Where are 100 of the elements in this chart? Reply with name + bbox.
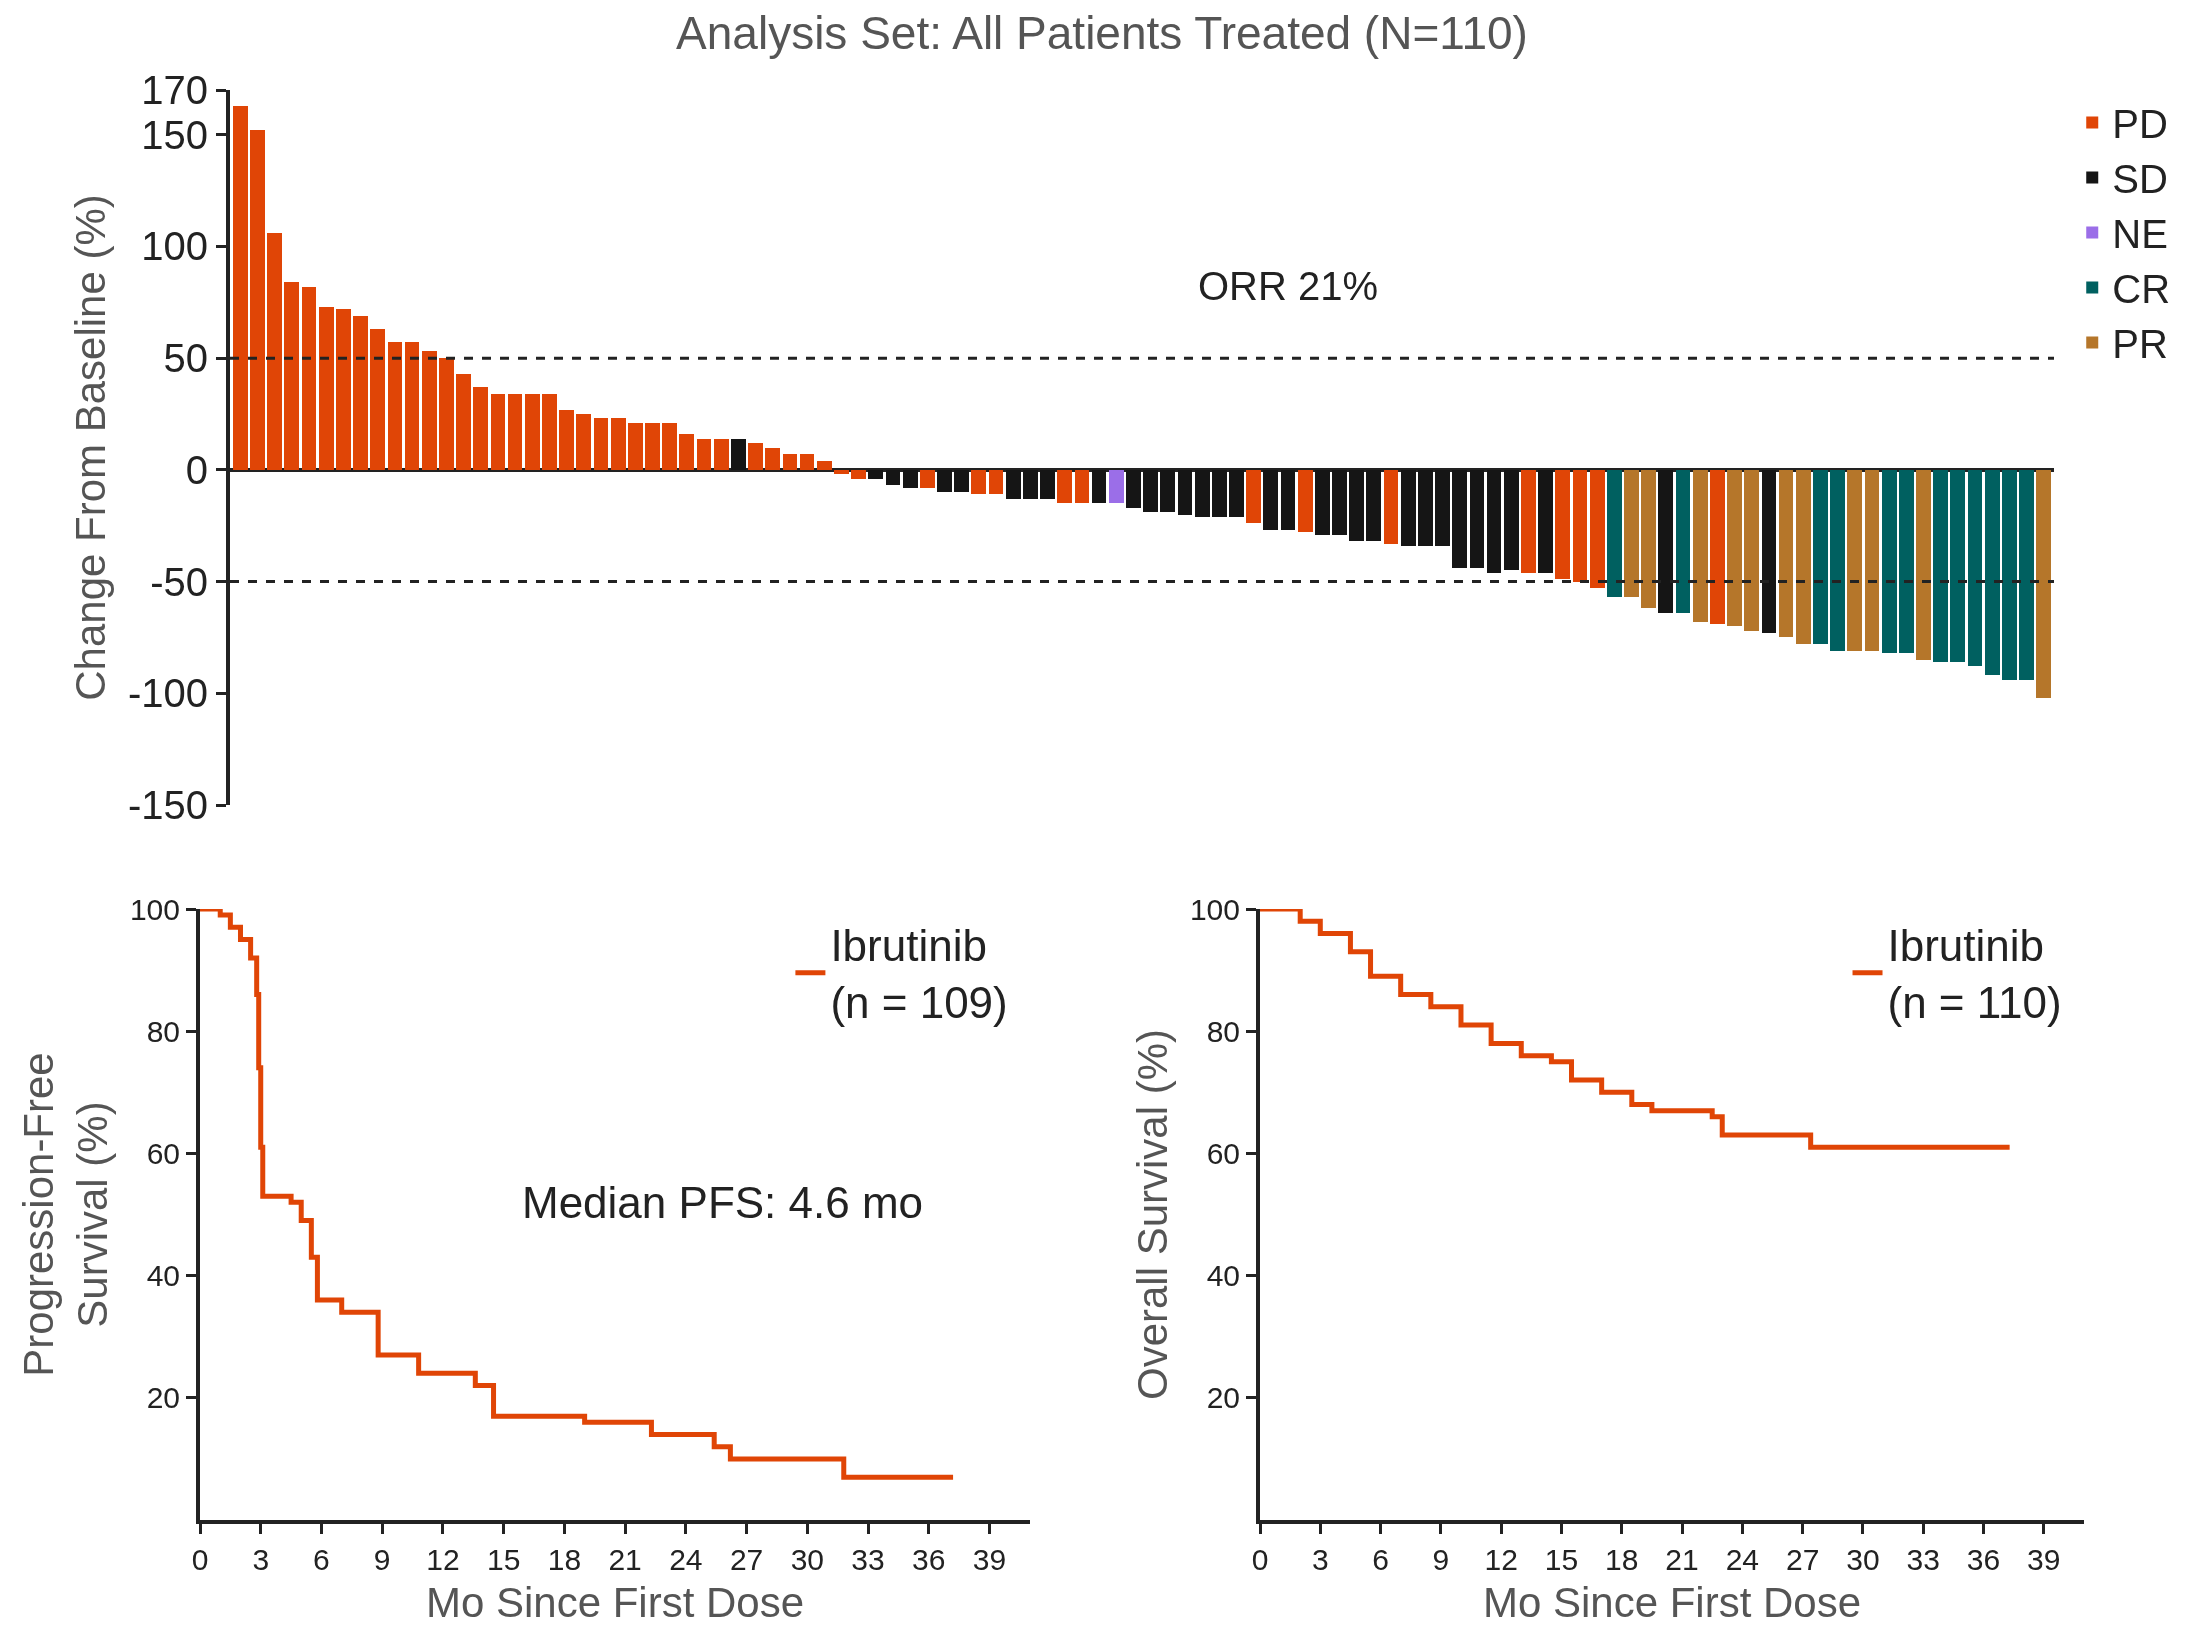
bar (1281, 470, 1295, 530)
bar (1126, 470, 1141, 508)
bar (1435, 470, 1450, 546)
bar (817, 461, 832, 470)
y-tick-label: 60 (1206, 1136, 1240, 1170)
y-tick-label: 40 (1206, 1259, 1240, 1293)
bar (1040, 470, 1055, 499)
bar (2019, 470, 2034, 680)
y-tick-label: 170 (141, 68, 208, 112)
y-axis-title: Overall Survival (%) (1129, 1028, 1177, 1401)
bar (1710, 470, 1725, 624)
bar (388, 342, 402, 470)
bar (1384, 470, 1398, 544)
bar (594, 418, 608, 470)
x-axis-title: Mo Since First Dose (425, 1579, 805, 1627)
x-tick-label: 15 (486, 1543, 521, 1576)
y-tick-label: 100 (129, 892, 180, 926)
bar (267, 233, 282, 470)
x-tick-label: 27 (729, 1543, 764, 1576)
bar (542, 394, 557, 470)
bar (1779, 470, 1793, 637)
x-tick-label: 12 (1484, 1543, 1518, 1576)
bar (1487, 470, 1501, 573)
y-tick-label: -100 (127, 671, 208, 716)
bar (611, 418, 626, 470)
y-tick-label: 20 (1206, 1381, 1240, 1415)
x-tick-label: 3 (1311, 1543, 1329, 1576)
x-tick-label: 15 (1544, 1543, 1579, 1576)
bar (284, 282, 299, 470)
y-tick-label: 80 (1206, 1014, 1240, 1048)
x-axis-title: Mo Since First Dose (1482, 1579, 1862, 1627)
bar (1676, 470, 1690, 613)
bar (1006, 470, 1021, 499)
x-tick-label: 39 (972, 1543, 1007, 1576)
bar (1641, 470, 1656, 608)
bar (1332, 470, 1347, 535)
bar (405, 342, 419, 470)
y-tick-label: 80 (146, 1014, 180, 1048)
bar (868, 470, 883, 479)
x-tick-label: 21 (608, 1543, 642, 1576)
bar (422, 351, 437, 470)
bar (731, 439, 746, 470)
bar (989, 470, 1003, 494)
x-tick-label: 30 (1846, 1543, 1880, 1576)
x-tick-label: 6 (1372, 1543, 1389, 1576)
bar (920, 470, 935, 488)
annotation: ORR 21% (1198, 264, 1379, 308)
y-tick-label: 50 (163, 336, 208, 381)
x-tick-label: 9 (1432, 1543, 1450, 1576)
bar (765, 448, 780, 470)
y-axis-title: Progression-Free Survival (%) (14, 1052, 117, 1377)
bar (1538, 470, 1553, 573)
legend-label: SD (2112, 157, 2168, 202)
bar (233, 106, 248, 470)
x-tick-label: 0 (1251, 1543, 1269, 1576)
bar (903, 470, 918, 488)
bar (1847, 470, 1862, 651)
x-tick-label: 27 (1785, 1543, 1820, 1576)
bar (1366, 470, 1381, 541)
bar (1229, 470, 1244, 517)
bar (1521, 470, 1536, 573)
bar (1263, 470, 1278, 530)
bar (473, 387, 488, 470)
bar (1916, 470, 1931, 660)
bar (1607, 470, 1622, 597)
bar (1504, 470, 1519, 570)
bar (1057, 470, 1072, 503)
bar (302, 287, 316, 470)
bar (628, 423, 643, 470)
bar (1349, 470, 1364, 541)
bar (1023, 470, 1038, 499)
bar (1246, 470, 1261, 523)
bar (1813, 470, 1828, 644)
bar (576, 414, 591, 470)
bar (2036, 470, 2051, 698)
bar (645, 423, 660, 470)
bar (336, 309, 351, 470)
x-tick-label: 6 (313, 1543, 330, 1576)
bar (2002, 470, 2017, 680)
x-tick-label: 33 (1906, 1543, 1940, 1576)
y-tick-label: 100 (1189, 892, 1240, 926)
bar (886, 470, 900, 485)
bar (1693, 470, 1708, 622)
bar (1899, 470, 1914, 653)
bar (1590, 470, 1605, 588)
y-tick-label: 20 (146, 1381, 180, 1415)
bar (1092, 470, 1106, 503)
bar (1212, 470, 1227, 517)
legend-label: PR (2112, 322, 2168, 367)
bar (439, 358, 454, 470)
x-tick-label: 9 (373, 1543, 391, 1576)
bar (1744, 470, 1759, 631)
bar (800, 454, 814, 470)
x-tick-label: 30 (790, 1543, 825, 1576)
x-tick-label: 18 (1605, 1543, 1639, 1576)
bar (559, 410, 574, 470)
bar (1470, 470, 1484, 568)
bar (937, 470, 952, 492)
bar (1109, 470, 1124, 503)
legend-label: NE (2112, 212, 2168, 257)
